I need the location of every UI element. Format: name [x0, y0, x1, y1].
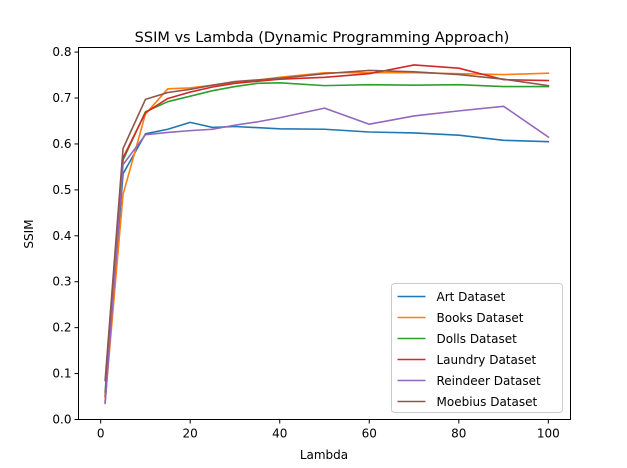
x-tick-label: 60 — [362, 427, 377, 441]
plot-frame — [78, 47, 571, 420]
series-line-moebius-dataset — [104, 69, 550, 382]
y-axis: 0.0 0.1 0.2 0.3 0.4 0.5 0.6 0.7 0.8 — [52, 45, 79, 427]
y-tick-label: 0.2 — [52, 321, 71, 335]
y-tick-label: 0.1 — [52, 367, 71, 381]
legend-entry-label: Books Dataset — [437, 311, 524, 325]
legend-entry-label: Moebius Dataset — [437, 395, 538, 409]
legend-box — [391, 283, 563, 413]
x-tick-label: 20 — [183, 427, 198, 441]
y-axis-label: SSIM — [22, 219, 36, 248]
x-tick-label: 80 — [451, 427, 466, 441]
y-tick-label: 0.4 — [52, 229, 71, 243]
series-line-reindeer-dataset — [104, 105, 550, 405]
y-tick-label: 0.5 — [52, 183, 71, 197]
x-axis: 0 20 40 60 80 100 — [97, 419, 560, 441]
y-tick-label: 0.7 — [52, 91, 71, 105]
series-line-laundry-dataset — [104, 64, 550, 398]
y-tick-label: 0.8 — [52, 45, 71, 59]
legend-entry-label: Laundry Dataset — [437, 353, 537, 367]
chart-title: SSIM vs Lambda (Dynamic Programming Appr… — [135, 30, 510, 46]
y-tick-label: 0.6 — [52, 137, 71, 151]
x-axis-label: Lambda — [300, 448, 348, 462]
series-line-art-dataset — [104, 121, 550, 403]
x-tick-label: 40 — [272, 427, 287, 441]
legend-entry-label: Art Dataset — [437, 290, 506, 304]
y-tick-label: 0.0 — [52, 413, 71, 427]
y-tick-label: 0.3 — [52, 275, 71, 289]
legend-entry-label: Dolls Dataset — [437, 332, 518, 346]
x-tick-label: 100 — [537, 427, 560, 441]
plot-area — [104, 64, 550, 405]
x-tick-label: 0 — [97, 427, 105, 441]
legend-entry-label: Reindeer Dataset — [437, 374, 542, 388]
legend: Art Dataset Books Dataset Dolls Dataset Lau… — [391, 283, 563, 413]
